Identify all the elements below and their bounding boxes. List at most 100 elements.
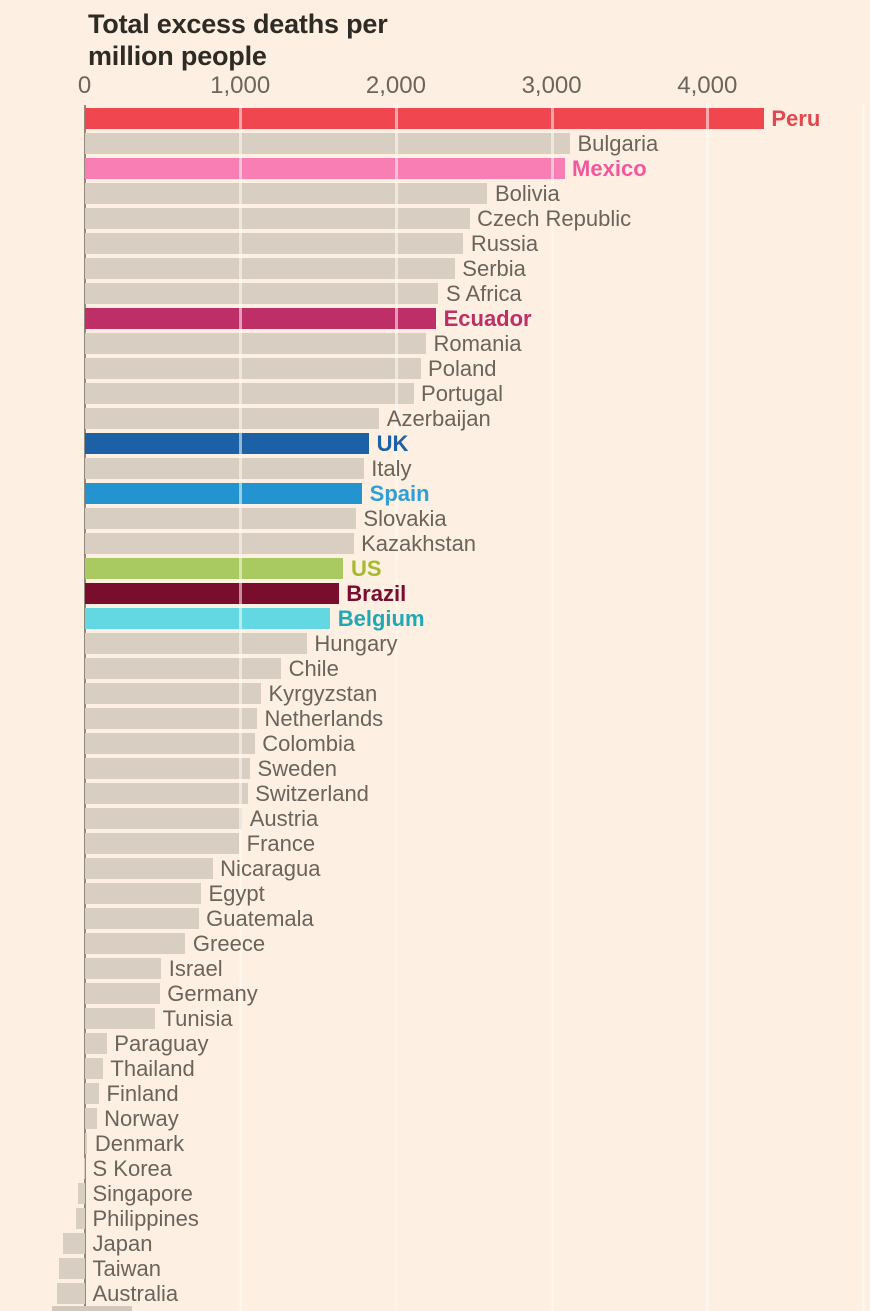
bar-row: Kyrgyzstan (0, 681, 870, 706)
bar-label: Portugal (421, 381, 503, 406)
bar (85, 858, 213, 879)
bar-row: Denmark (0, 1131, 870, 1156)
bar-label: Norway (104, 1106, 179, 1131)
bar-label: Spain (369, 481, 430, 506)
bar (85, 1008, 156, 1029)
bar-label: Israel (168, 956, 223, 981)
bar-row: Austria (0, 806, 870, 831)
bar-row: Peru (0, 106, 870, 131)
bar (85, 208, 470, 229)
bar (85, 533, 354, 554)
bar-row: Nicaragua (0, 856, 870, 881)
zero-axis-line (83, 105, 86, 1311)
bar-label: Switzerland (255, 781, 369, 806)
bar-label: Japan (92, 1231, 153, 1256)
bar-label: Kazakhstan (361, 531, 477, 556)
bar-row: Netherlands (0, 706, 870, 731)
bar-row: Ecuador (0, 306, 870, 331)
bar-label: Sweden (257, 756, 338, 781)
bar-label: France (246, 831, 316, 856)
bar (56, 1283, 85, 1304)
bar-label: Azerbaijan (386, 406, 491, 431)
bar-label: Colombia (262, 731, 356, 756)
bar (85, 833, 240, 854)
bar (63, 1233, 85, 1254)
bar-label: Austria (249, 806, 319, 831)
bar (75, 1208, 85, 1229)
page-title: Total excess deaths per million people (88, 8, 428, 72)
bar (85, 358, 421, 379)
bar-row: Paraguay (0, 1031, 870, 1056)
gridline (550, 105, 554, 1311)
bar-row: Russia (0, 231, 870, 256)
bar-row: Greece (0, 931, 870, 956)
bar-row: Singapore (0, 1181, 870, 1206)
bar-row: Slovakia (0, 506, 870, 531)
bar-label: Guatemala (206, 906, 314, 931)
bar (85, 908, 199, 929)
bar-row: S Africa (0, 281, 870, 306)
bar-label: Czech Republic (477, 206, 632, 231)
bar (85, 333, 426, 354)
bar-label: UK (376, 431, 409, 456)
plot-area: Peru Bulgaria Mexico Bolivia Czech Republic R… (0, 105, 870, 1311)
bar (85, 733, 255, 754)
bar-row: Israel (0, 956, 870, 981)
bar-label: Brazil (346, 581, 407, 606)
bar-label: Finland (106, 1081, 179, 1106)
gridline (862, 105, 865, 1311)
bar-row: US (0, 556, 870, 581)
bar-label: US (350, 556, 382, 581)
bar-label: Serbia (462, 256, 526, 281)
bar-label: Bolivia (494, 181, 560, 206)
x-axis: 0 1,000 2,000 3,000 4,000 (0, 72, 870, 102)
bar-label: Italy (371, 456, 412, 481)
x-axis-tick-label: 1,000 (210, 72, 271, 99)
bar-label: Hungary (314, 631, 398, 656)
bar (85, 133, 570, 154)
bar-row: Tunisia (0, 1006, 870, 1031)
bar-label: S Korea (92, 1156, 173, 1181)
bar-label: Thailand (110, 1056, 195, 1081)
bar-row: Italy (0, 456, 870, 481)
bar-row: Switzerland (0, 781, 870, 806)
bar (85, 683, 261, 704)
bar (85, 258, 455, 279)
bar-row: Sweden (0, 756, 870, 781)
bar-label: Singapore (92, 1181, 193, 1206)
bar (85, 808, 243, 829)
bar-row: Hungary (0, 631, 870, 656)
bar-row: Bolivia (0, 181, 870, 206)
bar-label: Mexico (572, 156, 647, 181)
bar (85, 758, 251, 779)
x-axis-tick-label: 4,000 (677, 72, 738, 99)
x-axis-tick-label: 0 (77, 72, 92, 99)
bar (85, 283, 439, 304)
bar-label: Greece (192, 931, 266, 956)
bar-row: Kazakhstan (0, 531, 870, 556)
bar (77, 1183, 85, 1204)
gridline (706, 105, 710, 1311)
bar-row: Taiwan (0, 1256, 870, 1281)
bar (85, 183, 488, 204)
bar (85, 508, 356, 529)
bar (85, 633, 307, 654)
bar-row: UK (0, 431, 870, 456)
bar (85, 433, 370, 454)
bar-label: Australia (92, 1281, 179, 1306)
bar-row: Norway (0, 1106, 870, 1131)
bar-label: Slovakia (363, 506, 447, 531)
bar (85, 383, 414, 404)
bar (85, 583, 339, 604)
bar-label: Tunisia (162, 1006, 233, 1031)
bar (85, 158, 565, 179)
bar-row: Romania (0, 331, 870, 356)
bar-label: Kyrgyzstan (268, 681, 378, 706)
bar (85, 783, 248, 804)
bar-row: S Korea (0, 1156, 870, 1181)
bar-label: Chile (288, 656, 339, 681)
clipped-next-bar (52, 1306, 132, 1311)
chart-title-line1: Total excess deaths per (88, 9, 388, 39)
bar (85, 233, 464, 254)
